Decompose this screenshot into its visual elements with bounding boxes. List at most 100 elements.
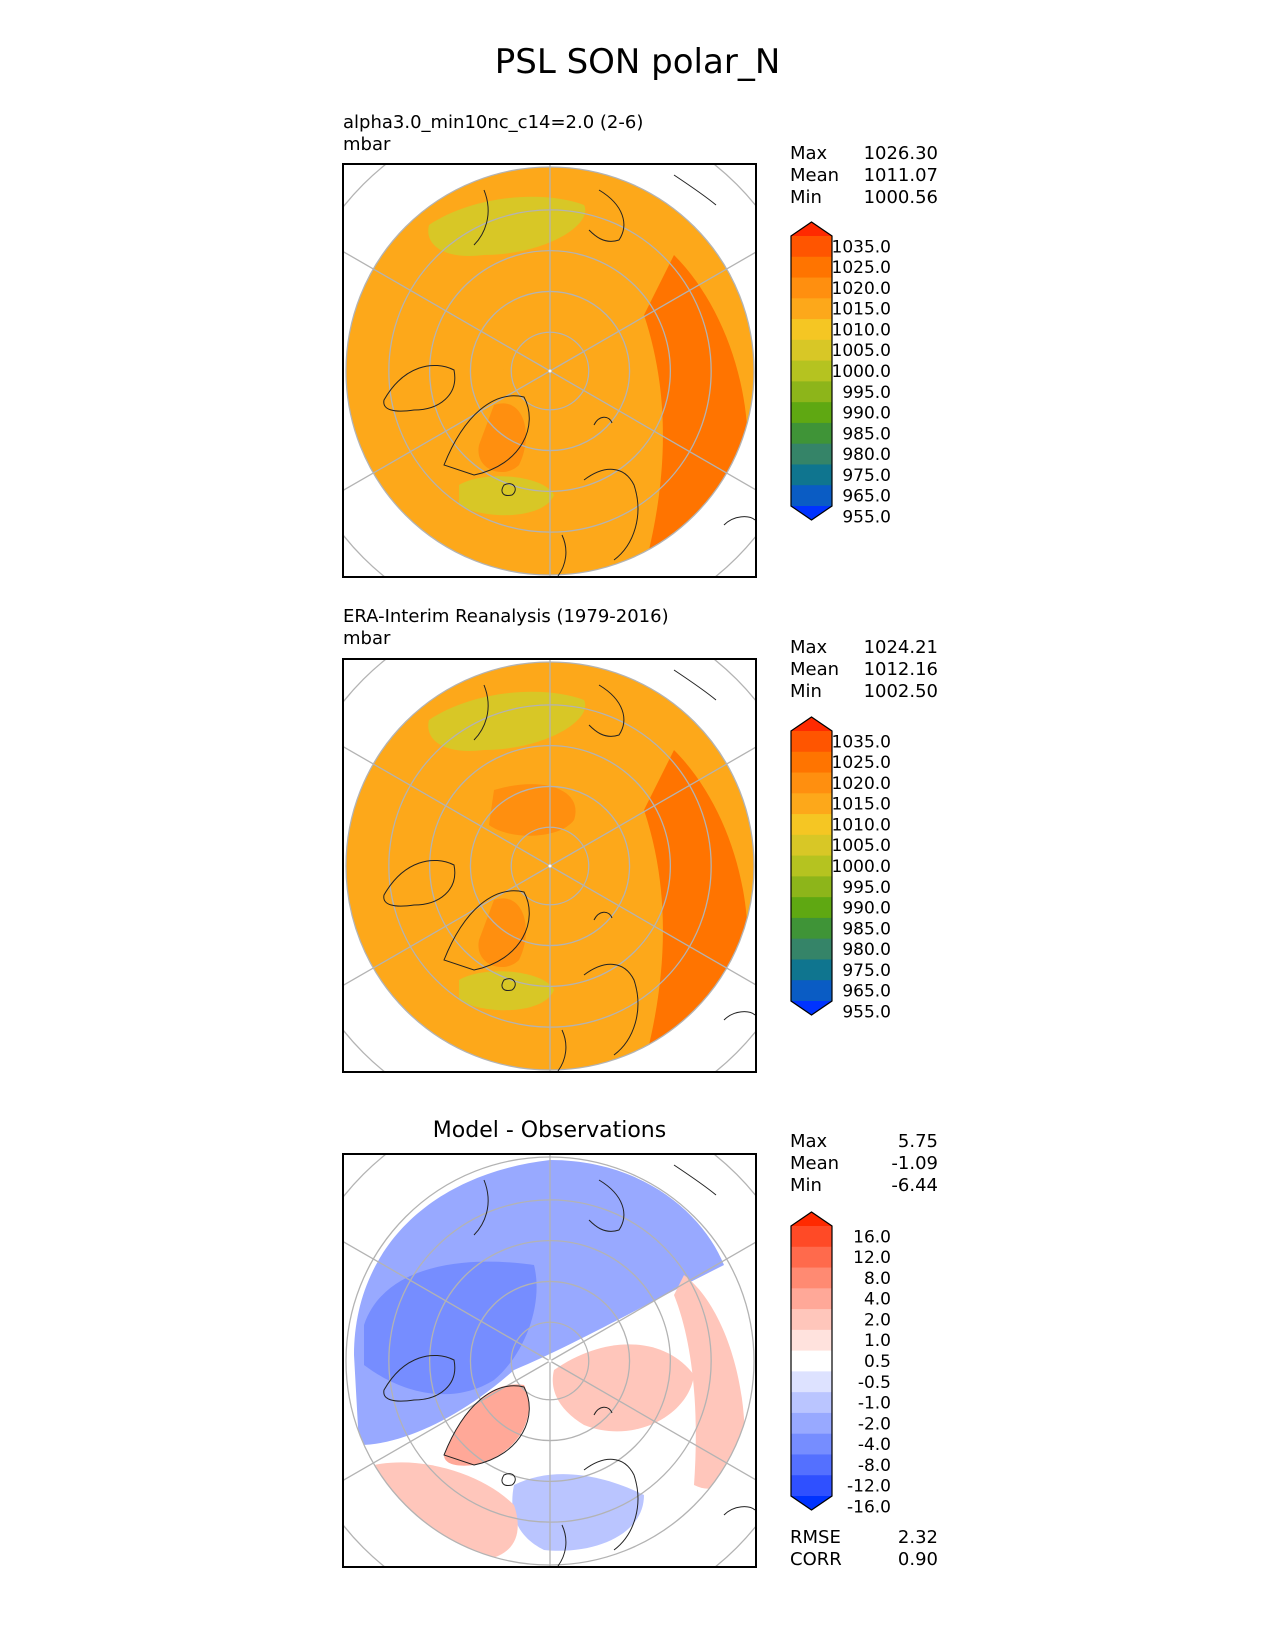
panel-1-map <box>205 26 895 716</box>
colorbar-segment <box>791 876 832 898</box>
panel-1-stats: Max 1026.30 Mean 1011.07 Min 1000.56 <box>790 143 938 209</box>
colorbar-segment <box>791 1350 832 1372</box>
field-region-europe-scandinavia <box>512 1474 644 1551</box>
colorbar-tick-label: 1025.0 <box>832 753 891 773</box>
colorbar-tick-label: 8.0 <box>864 1269 891 1289</box>
colorbar-outline <box>790 221 833 521</box>
coastline <box>557 534 567 577</box>
colorbar-tick-label: 1015.0 <box>832 300 891 320</box>
coastline <box>723 516 756 526</box>
coastline <box>443 890 530 971</box>
stat-max: Max 1024.21 <box>790 637 938 658</box>
colorbar-extend-max <box>791 222 832 236</box>
colorbar-tick-label: 1020.0 <box>832 279 891 299</box>
colorbar-extend-min <box>791 1496 832 1510</box>
coastline <box>588 1179 625 1232</box>
panel-1-colorbar-svg: 1035.01025.01020.01015.01010.01005.01000… <box>790 221 891 527</box>
coastline <box>501 978 516 991</box>
north-pole-marker <box>548 1359 552 1363</box>
coastline <box>473 684 489 741</box>
field-region-aleutian-low <box>428 196 586 256</box>
colorbar-segment <box>791 980 832 1002</box>
coastline <box>501 483 516 496</box>
panel-2-units: mbar <box>343 628 391 649</box>
colorbar-segment <box>791 1475 832 1497</box>
colorbar-tick-label: 980.0 <box>842 940 891 960</box>
field-layer <box>346 167 754 575</box>
metric-corr: CORR 0.90 <box>790 1549 938 1570</box>
coastline <box>588 189 625 242</box>
colorbar-segment <box>791 319 832 341</box>
coastline <box>583 963 639 1056</box>
field-region-beaufort-high <box>489 784 576 836</box>
colorbar-segment <box>791 793 832 815</box>
colorbar-tick-label: 980.0 <box>842 445 891 465</box>
colorbar-tick-label: 990.0 <box>842 404 891 424</box>
panel-3-map <box>205 1016 895 1650</box>
colorbar-tick-label: -2.0 <box>858 1414 891 1434</box>
colorbar-segment <box>791 1412 832 1435</box>
colorbar-segment <box>791 834 832 857</box>
coastline <box>383 859 456 907</box>
colorbar-tick-label: 1.0 <box>864 1331 891 1351</box>
colorbar-tick-label: 975.0 <box>842 466 891 486</box>
colorbar-segment <box>791 298 832 320</box>
colorbar-segment <box>791 917 832 940</box>
colorbar-segment <box>791 751 832 774</box>
colorbar-extend-max <box>791 1212 832 1226</box>
north-pole-marker <box>548 864 552 868</box>
coastline <box>583 468 639 561</box>
colorbar-tick-label: 1010.0 <box>832 815 891 835</box>
coastline <box>557 1029 567 1072</box>
colorbar-tick-label: 12.0 <box>853 1248 891 1268</box>
colorbar-tick-label: 975.0 <box>842 961 891 981</box>
stat-mean: Mean 1011.07 <box>790 165 938 186</box>
colorbar-segment <box>791 938 832 960</box>
panel-2-colorbar-svg: 1035.01025.01020.01015.01010.01005.01000… <box>790 716 891 1022</box>
colorbar-segment <box>791 443 832 465</box>
panel-3-title: Model - Observations <box>432 1118 667 1143</box>
coastline <box>673 1164 717 1196</box>
coastline <box>723 1506 756 1516</box>
field-region-greenland <box>444 1384 529 1466</box>
colorbar-tick-label: 1020.0 <box>832 774 891 794</box>
panel-3-map-svg <box>205 1016 895 1650</box>
panel-3-stats: Max 5.75 Mean -1.09 Min -6.44 <box>790 1131 938 1197</box>
colorbar-segment <box>791 731 832 753</box>
coastline <box>673 669 717 701</box>
colorbar-tick-label: 985.0 <box>842 424 891 444</box>
colorbar-segment <box>791 256 832 279</box>
colorbar-segment <box>791 1288 832 1310</box>
colorbar-segment <box>791 1371 832 1393</box>
colorbar-tick-label: 985.0 <box>842 919 891 939</box>
coastline <box>443 1385 530 1466</box>
coastline <box>723 1011 756 1021</box>
colorbar-segment <box>791 1246 832 1269</box>
colorbar-tick-label: 1010.0 <box>832 320 891 340</box>
colorbar-tick-label: -1.0 <box>858 1394 891 1414</box>
colorbar-tick-label: 965.0 <box>842 982 891 1002</box>
colorbar-tick-label: 1000.0 <box>832 362 891 382</box>
field-region-aleutian-low <box>428 691 586 751</box>
colorbar-segment <box>791 236 832 258</box>
colorbar-segment <box>791 422 832 445</box>
colorbar-tick-label: 0.5 <box>864 1352 891 1372</box>
colorbar-tick-label: 1005.0 <box>832 341 891 361</box>
panel-2-colorbar: 1035.0 1025.0 1020.0 1015.0 1010.0 1005.0 1000… <box>790 716 910 1022</box>
coastline <box>557 1524 567 1567</box>
colorbar-segment <box>791 1392 832 1414</box>
colorbar-segment <box>791 1329 832 1352</box>
coastline <box>593 911 613 921</box>
panel-2-map <box>205 521 895 1211</box>
colorbar-tick-label: 995.0 <box>842 383 891 403</box>
coastline <box>383 1354 456 1402</box>
colorbar-segment <box>791 1267 832 1289</box>
stat-mean: Mean 1012.16 <box>790 659 938 680</box>
coastline <box>473 189 489 246</box>
field-region-north-atlantic <box>374 1462 518 1560</box>
stat-min: Min -6.44 <box>790 1175 938 1196</box>
panel-3-colorbar-svg: 16.012.08.04.02.01.00.5-0.5-1.0-2.0-4.0-… <box>790 1211 891 1517</box>
north-pole-marker <box>548 369 552 373</box>
stat-min: Min 1002.50 <box>790 681 938 702</box>
stat-max: Max 5.75 <box>790 1131 938 1152</box>
